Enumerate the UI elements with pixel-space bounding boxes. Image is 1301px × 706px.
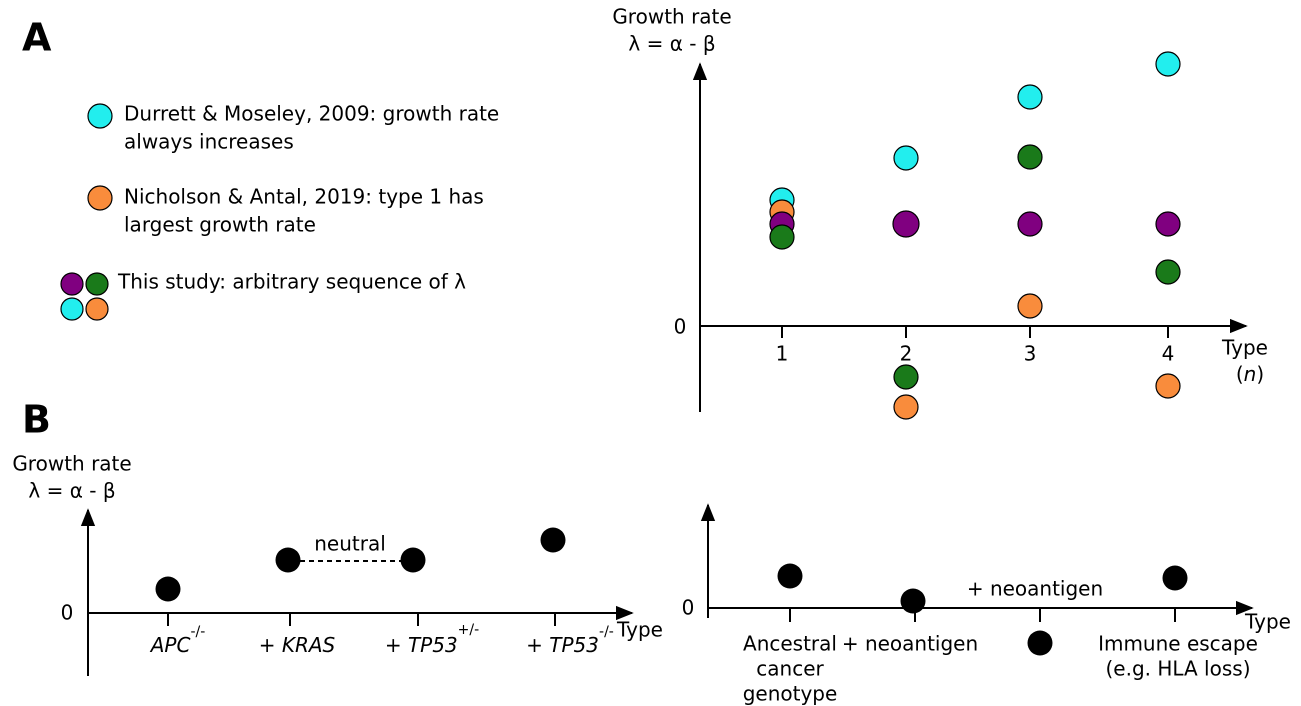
legend-dot (60, 272, 84, 296)
x-tick-label: Ancestral (743, 632, 837, 656)
y-axis-label: Growth rate (612, 5, 731, 29)
x-tick-label: + KRAS (259, 633, 336, 657)
zero-label: 0 (682, 596, 695, 620)
dot (1162, 565, 1188, 591)
x-tick-label: 3 (1024, 342, 1037, 366)
x-tick-label: + TP53+/- (385, 622, 479, 657)
paren: ( (1236, 362, 1244, 386)
chart-a: Growth rate λ = α - β 0 1 2 3 4 Type (n) (612, 5, 1268, 420)
dot (1155, 259, 1181, 285)
gene: TP53 (549, 633, 599, 657)
chart-b-left: 0 Type APC-/- + KRAS + TP53+/- + TP53-/-… (61, 508, 663, 676)
x-tick-label: 4 (1162, 342, 1175, 366)
dot (540, 527, 566, 553)
dot (893, 364, 919, 390)
x-tick-label: + neoantigen (842, 632, 978, 656)
y-axis-label: λ = α - β (28, 479, 115, 503)
x-tick-label: genotype (743, 682, 838, 706)
legend-text: Durrett & Moseley, 2009: growth rate (124, 102, 499, 126)
x-axis-label: Type (1244, 610, 1291, 634)
dot (1155, 211, 1181, 237)
dot (893, 145, 919, 171)
superscript: -/- (190, 624, 205, 640)
legend-text: This study: arbitrary sequence of λ (117, 270, 466, 294)
x-axis-symbol: (n) (1236, 362, 1264, 386)
dot (155, 576, 181, 602)
prefix: + (526, 633, 549, 657)
x-tick-label: 1 (776, 342, 789, 366)
dot (1027, 630, 1053, 656)
legend-dot (60, 297, 84, 321)
y-axis-label: Growth rate (12, 452, 131, 476)
prefix: + (259, 633, 282, 657)
dot (900, 588, 926, 614)
panel-label: B (22, 398, 51, 442)
x-tick-label: (e.g. HLA loss) (1106, 657, 1251, 681)
legend-dot (87, 103, 113, 129)
dot (1155, 373, 1181, 399)
zero-label: 0 (674, 315, 687, 339)
dot (1017, 144, 1043, 170)
annotation: neutral (314, 532, 386, 556)
dot (777, 563, 803, 589)
gene: TP53 (408, 633, 458, 657)
chart-b-right: 0 Type Ancestral cancer genotype + neoan… (682, 503, 1291, 706)
legend-dot (85, 297, 109, 321)
annotation: + neoantigen (967, 577, 1103, 601)
gene: APC (149, 633, 191, 657)
dot (1017, 211, 1043, 237)
y-axis-label: λ = α - β (628, 32, 715, 56)
x-tick-label: cancer (756, 657, 824, 681)
x-tick-label: + TP53-/- (526, 624, 614, 657)
legend: Durrett & Moseley, 2009: growth rate alw… (60, 102, 499, 321)
x-axis-label: Type (1221, 336, 1268, 360)
symbol: n (1244, 362, 1257, 386)
x-axis-label: Type (616, 618, 663, 642)
dot (893, 394, 919, 420)
legend-text: largest growth rate (124, 213, 316, 237)
dot (1017, 293, 1043, 319)
dot (769, 224, 795, 250)
paren: ) (1256, 362, 1264, 386)
x-tick-label: 2 (900, 342, 913, 366)
gene: KRAS (282, 633, 336, 657)
x-tick-label: Immune escape (1098, 632, 1258, 656)
dot (1155, 51, 1181, 77)
legend-text: Nicholson & Antal, 2019: type 1 has (124, 185, 484, 209)
prefix: + (385, 633, 408, 657)
x-tick-label: APC-/- (149, 624, 206, 657)
dot (275, 547, 301, 573)
superscript: +/- (458, 622, 480, 638)
dot (892, 210, 920, 238)
zero-label: 0 (61, 601, 74, 625)
dot (1017, 84, 1043, 110)
legend-dot (87, 185, 113, 211)
legend-text: always increases (124, 130, 294, 154)
legend-dot (85, 272, 109, 296)
panel-label: A (22, 16, 52, 60)
dot (400, 547, 426, 573)
superscript: -/- (599, 624, 614, 640)
